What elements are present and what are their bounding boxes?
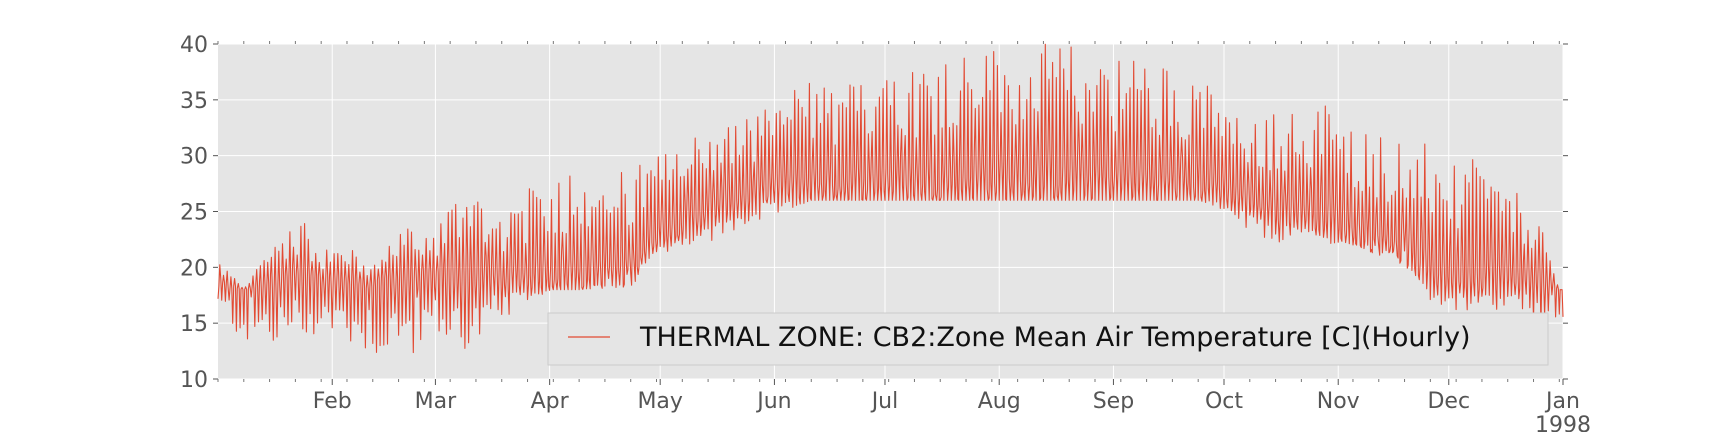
x-tick-label: Sep (1093, 389, 1134, 414)
y-tick-label: 35 (180, 89, 208, 114)
legend: THERMAL ZONE: CB2:Zone Mean Air Temperat… (547, 312, 1549, 366)
y-tick-label: 40 (180, 33, 208, 58)
y-tick-label: 25 (180, 201, 208, 226)
series-line (217, 43, 1564, 354)
y-axis: 10 15 20 25 30 35 40 (180, 33, 1568, 393)
x-tick-label: May (637, 389, 682, 414)
y-tick-label: 15 (180, 312, 208, 337)
x-axis: Feb Mar Apr May Jun Jul Aug Sep Oct Nov Dec Jan (217, 41, 1580, 414)
x-tick-label: Feb (313, 389, 352, 414)
legend-label: THERMAL ZONE: CB2:Zone Mean Air Temperat… (639, 322, 1471, 353)
x-axis-year-label: 1998 (1535, 413, 1591, 432)
x-tick-label: Jun (755, 389, 791, 414)
y-tick-label: 10 (180, 368, 208, 393)
x-tick-label: Mar (415, 389, 457, 414)
y-tick-label: 20 (180, 256, 208, 281)
x-tick-label: Nov (1317, 389, 1360, 414)
x-tick-label: Jul (870, 389, 899, 414)
x-tick-label: Aug (978, 389, 1021, 414)
x-tick-label: Oct (1205, 389, 1243, 414)
x-tick-label: Jan (1544, 389, 1580, 414)
x-tick-label: Dec (1427, 389, 1470, 414)
x-tick-label: Apr (531, 389, 570, 414)
series-layer (217, 43, 1564, 354)
legend-box (547, 312, 1549, 366)
y-tick-label: 30 (180, 145, 208, 170)
